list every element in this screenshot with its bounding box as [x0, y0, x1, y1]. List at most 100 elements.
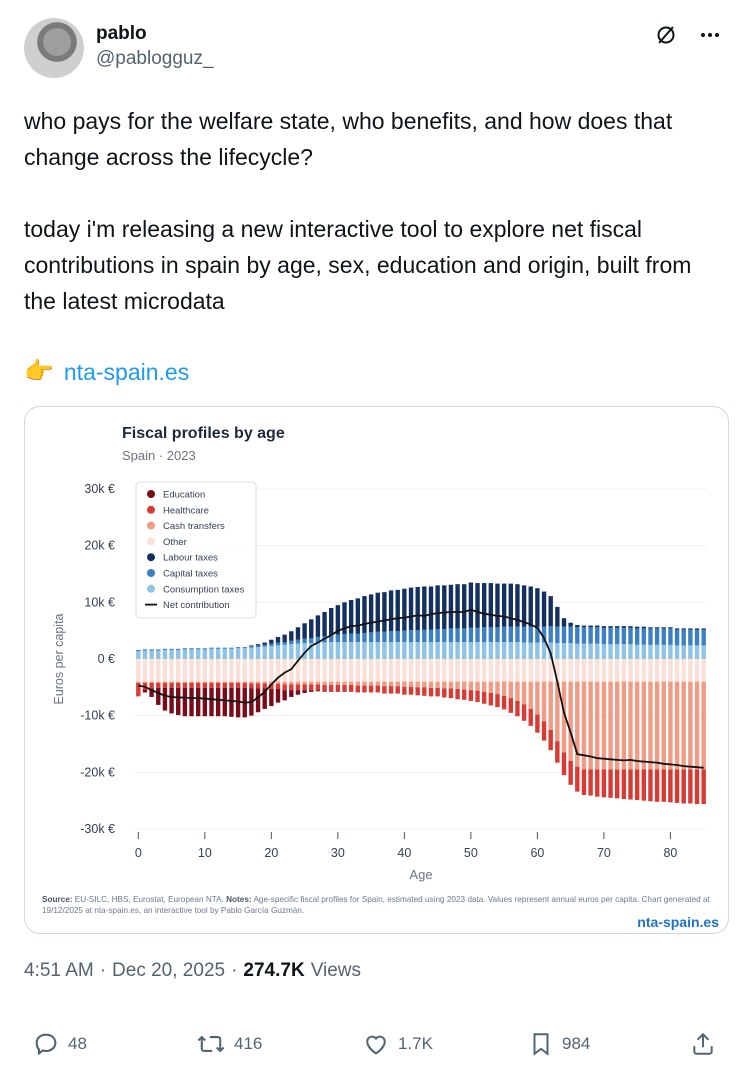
x-tick-label: 60: [530, 846, 544, 860]
repost-button[interactable]: 416: [196, 1030, 262, 1058]
bar-segment: [481, 691, 487, 704]
grok-icon[interactable]: [653, 22, 679, 48]
bar-segment: [608, 644, 613, 659]
bar-segment: [242, 659, 247, 682]
post-time[interactable]: 4:51 AM: [24, 960, 94, 981]
bar-segment: [601, 659, 607, 682]
bar-segment: [149, 688, 154, 697]
bar-segment: [302, 643, 307, 659]
bar-segment: [229, 647, 234, 649]
bar-segment: [149, 681, 154, 683]
bar-segment: [528, 659, 533, 682]
bar-segment: [255, 659, 261, 682]
bar-segment: [335, 605, 341, 635]
y-tick-label: 10k €: [84, 595, 115, 609]
bar-segment: [455, 642, 460, 659]
bar-segment: [668, 769, 673, 803]
bar-segment: [688, 628, 693, 630]
bar-segment: [442, 681, 447, 689]
bar-segment: [455, 689, 460, 700]
bar-segment: [615, 627, 620, 645]
bar-segment: [628, 644, 633, 659]
chart-card[interactable]: Fiscal profiles by age Spain · 2023 30k € 2…: [24, 406, 729, 934]
bar-segment: [615, 644, 620, 659]
bar-segment: [242, 647, 247, 649]
bar-segment: [289, 659, 294, 682]
like-button[interactable]: 1.7K: [362, 1030, 433, 1058]
bar-segment: [295, 627, 301, 640]
post-date[interactable]: Dec 20, 2025: [112, 960, 226, 981]
bar-segment: [169, 649, 174, 659]
bar-segment: [329, 681, 334, 686]
bar-segment: [674, 659, 680, 682]
bar-segment: [202, 682, 208, 688]
bar-segment: [176, 649, 181, 659]
pointing-hand-icon: 👉: [24, 358, 54, 385]
bar-segment: [215, 647, 221, 649]
bar-segment: [182, 682, 188, 688]
bar-segment: [601, 769, 607, 798]
bar-segment: [382, 631, 387, 642]
bar-segment: [561, 618, 567, 627]
bar-segment: [415, 587, 420, 631]
bar-segment: [149, 682, 154, 689]
share-button[interactable]: [690, 1030, 716, 1058]
bar-segment: [661, 769, 666, 802]
legend-swatch: [147, 584, 155, 593]
bar-segment: [169, 681, 174, 683]
bar-segment: [595, 659, 600, 682]
bar-segment: [521, 659, 527, 682]
bar-segment: [508, 681, 513, 699]
bar-segment: [355, 598, 361, 634]
y-tick-label: 0 €: [98, 652, 115, 666]
bar-segment: [415, 642, 420, 659]
bar-segment: [501, 626, 507, 642]
bar-segment: [521, 585, 527, 627]
bar-segment: [568, 659, 573, 682]
bar-segment: [382, 592, 387, 632]
bar-segment: [362, 632, 367, 642]
display-name[interactable]: pablo: [96, 23, 147, 44]
bar-segment: [362, 596, 367, 633]
bar-segment: [541, 681, 547, 722]
net-contribution-line: [138, 608, 704, 769]
bar-segment: [641, 628, 647, 645]
bar-segment: [555, 659, 560, 682]
legend-label: Consumption taxes: [163, 584, 245, 595]
bar-segment: [395, 642, 400, 659]
avatar[interactable]: [24, 18, 84, 78]
reply-button[interactable]: 48: [32, 1030, 87, 1058]
bar-segment: [481, 659, 487, 682]
bar-segment: [329, 635, 334, 642]
legend-label: Education: [163, 490, 205, 501]
bar-segment: [282, 684, 287, 691]
bar-segment: [608, 627, 613, 645]
bar-segment: [701, 628, 706, 630]
bookmark-button[interactable]: 984: [528, 1030, 590, 1058]
bar-segment: [541, 591, 547, 627]
bar-segment: [694, 645, 700, 659]
bar-segment: [448, 688, 454, 699]
bar-segment: [535, 626, 540, 643]
bar-segment: [202, 648, 208, 650]
bar-segment: [595, 769, 600, 797]
bar-segment: [302, 681, 307, 685]
bar-segment: [495, 627, 500, 642]
bar-segment: [435, 687, 440, 697]
bar-segment: [269, 689, 274, 707]
bar-segment: [342, 659, 347, 682]
source-text: EU-SILC, HBS, Eurostat, European NTA.: [72, 895, 227, 904]
chart-brand: nta-spain.es: [637, 914, 719, 930]
bar-segment: [182, 687, 188, 717]
bar-segment: [136, 651, 141, 659]
bar-segment: [674, 628, 680, 630]
more-options-icon[interactable]: [697, 22, 723, 48]
tweet-link[interactable]: nta-spain.es: [63, 359, 190, 385]
chart-subtitle: Spain · 2023: [122, 448, 196, 463]
user-handle[interactable]: @pablogguz_: [96, 48, 214, 69]
bar-segment: [176, 687, 181, 716]
bar-segment: [275, 681, 281, 684]
bar-segment: [275, 689, 281, 703]
bar-segment: [555, 606, 560, 627]
bar-segment: [255, 647, 261, 659]
